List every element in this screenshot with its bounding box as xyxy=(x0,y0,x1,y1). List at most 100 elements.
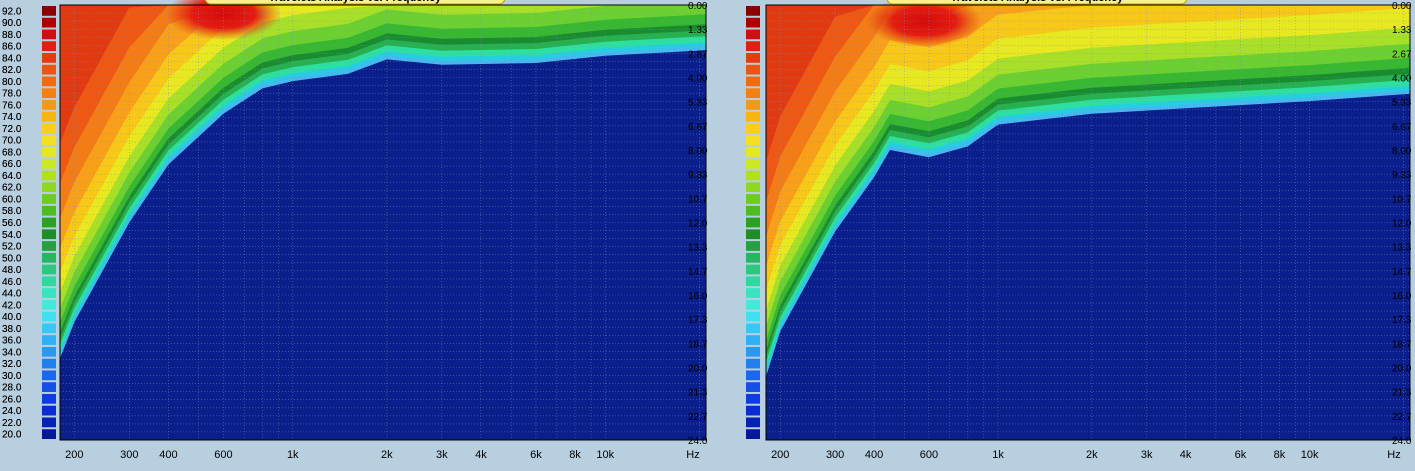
color-scale-swatch xyxy=(746,6,760,16)
color-scale-swatch xyxy=(42,100,56,110)
color-scale-swatch xyxy=(42,135,56,146)
y-tick-label: 10.7 xyxy=(688,194,708,205)
color-scale-swatch xyxy=(746,88,760,99)
color-scale-swatch xyxy=(42,335,56,345)
color-scale-swatch xyxy=(42,6,56,16)
color-scale-label: 32.0 xyxy=(2,359,22,370)
y-tick-label: 17.3 xyxy=(1392,315,1412,326)
y-tick-label: 16.0 xyxy=(1392,291,1412,302)
color-scale-swatch xyxy=(42,158,56,169)
color-scale-swatch xyxy=(42,111,56,122)
color-scale-label: 30.0 xyxy=(2,371,22,382)
color-scale-label: 22.0 xyxy=(2,418,22,429)
y-tick-label: 24.0 xyxy=(688,436,708,447)
color-scale-label: 24.0 xyxy=(2,406,22,417)
chart-title: Travelets Analysis vs. Frequency xyxy=(951,0,1125,4)
color-scale-swatch xyxy=(746,182,760,193)
color-scale: 92.090.088.086.084.082.080.078.076.074.0… xyxy=(2,6,56,441)
color-scale-label: 86.0 xyxy=(2,42,22,53)
title-background xyxy=(886,0,1188,5)
x-tick-label: 10k xyxy=(596,449,614,461)
color-scale-swatch xyxy=(42,358,56,369)
color-scale-label: 44.0 xyxy=(2,289,22,300)
y-tick-label: 4.00 xyxy=(688,74,708,85)
y-tick-label: 14.7 xyxy=(1392,267,1412,278)
color-scale-label: 80.0 xyxy=(2,77,22,88)
y-tick-label: 13.3 xyxy=(1392,243,1412,254)
color-scale-label: 26.0 xyxy=(2,394,22,405)
color-scale-swatch xyxy=(42,288,56,298)
x-tick-label: 400 xyxy=(159,449,177,461)
color-scale-swatch xyxy=(42,405,56,416)
chart-right: 92.090.088.086.084.082.080.078.076.074.0… xyxy=(2,0,1412,461)
y-tick-label: 18.7 xyxy=(688,339,708,350)
x-tick-label: 600 xyxy=(920,449,938,461)
color-scale-swatch xyxy=(746,346,760,357)
color-scale-label: 64.0 xyxy=(2,171,22,182)
y-tick-label: 20.0 xyxy=(1392,364,1412,375)
color-scale-swatch xyxy=(746,135,760,146)
color-scale-swatch xyxy=(746,41,760,52)
color-scale-label: 24.0 xyxy=(2,406,22,417)
color-scale-label: 50.0 xyxy=(2,253,22,264)
color-scale-swatch xyxy=(746,147,760,157)
x-tick-label: 3k xyxy=(1141,449,1153,461)
color-scale-label: 68.0 xyxy=(2,147,22,158)
color-scale-swatch xyxy=(42,147,56,157)
y-tick-label: 21.3 xyxy=(688,388,708,399)
x-tick-label: 1k xyxy=(992,449,1004,461)
x-tick-label: 8k xyxy=(1274,449,1286,461)
grid xyxy=(60,5,706,440)
color-scale-swatch xyxy=(746,358,760,369)
color-scale-swatch xyxy=(42,370,56,381)
x-tick-label: 10k xyxy=(1301,449,1319,461)
color-scale-label: 52.0 xyxy=(2,242,22,253)
color-scale-swatch xyxy=(746,323,760,334)
color-scale-label: 20.0 xyxy=(2,430,22,441)
color-scale-swatch xyxy=(746,241,760,251)
color-scale-label: 32.0 xyxy=(2,359,22,370)
color-scale-label: 62.0 xyxy=(2,183,22,194)
color-scale-swatch xyxy=(746,123,760,134)
chart-title-banner: Travelets Analysis vs. Frequency xyxy=(204,0,506,5)
y-axis-labels: 0.00 1.33 2.67 4.00 5.33 6.67 8.00 9.33 10.7 12.0… xyxy=(688,1,708,447)
color-scale-label: 22.0 xyxy=(2,418,22,429)
y-tick-label: 5.33 xyxy=(688,98,708,109)
color-scale-swatch xyxy=(42,123,56,134)
color-scale-swatch xyxy=(746,370,760,381)
heatmap-band xyxy=(766,5,1410,311)
y-tick-label: 6.67 xyxy=(688,122,708,133)
color-scale-label: 82.0 xyxy=(2,65,22,76)
color-scale-label: 34.0 xyxy=(2,347,22,358)
color-scale-swatch xyxy=(42,64,56,75)
color-scale-label: 44.0 xyxy=(2,289,22,300)
color-scale-swatch xyxy=(746,64,760,75)
color-scale-label: 56.0 xyxy=(2,218,22,229)
color-scale-label: 84.0 xyxy=(2,53,22,64)
color-scale-label: 74.0 xyxy=(2,112,22,123)
color-scale-swatch xyxy=(42,76,56,87)
y-tick-label: 16.0 xyxy=(688,291,708,302)
x-tick-label: 2k xyxy=(1086,449,1098,461)
x-tick-label: 300 xyxy=(120,449,138,461)
heatmap-field xyxy=(766,5,1410,377)
color-scale-label: 80.0 xyxy=(2,77,22,88)
x-axis-labels: 200 300 400 600 1k 2k 3k 4k 6k 8k 10k Hz xyxy=(65,449,700,461)
color-scale-swatch xyxy=(42,229,56,240)
color-scale-label: 42.0 xyxy=(2,300,22,311)
color-scale-label: 92.0 xyxy=(2,6,22,17)
y-tick-label: 0.00 xyxy=(1392,1,1412,12)
color-scale-label: 46.0 xyxy=(2,277,22,288)
color-scale-swatch xyxy=(42,417,56,428)
color-scale-swatch xyxy=(42,264,56,275)
plot-frame xyxy=(59,4,707,441)
color-scale-label: 90.0 xyxy=(2,18,22,29)
color-scale-label: 40.0 xyxy=(2,312,22,323)
x-axis-unit: Hz xyxy=(686,449,699,461)
title-background xyxy=(204,0,506,5)
color-scale-swatch xyxy=(42,41,56,52)
color-scale-label: 70.0 xyxy=(2,136,22,147)
heatmap-field xyxy=(60,5,706,359)
color-scale-swatch xyxy=(42,241,56,251)
